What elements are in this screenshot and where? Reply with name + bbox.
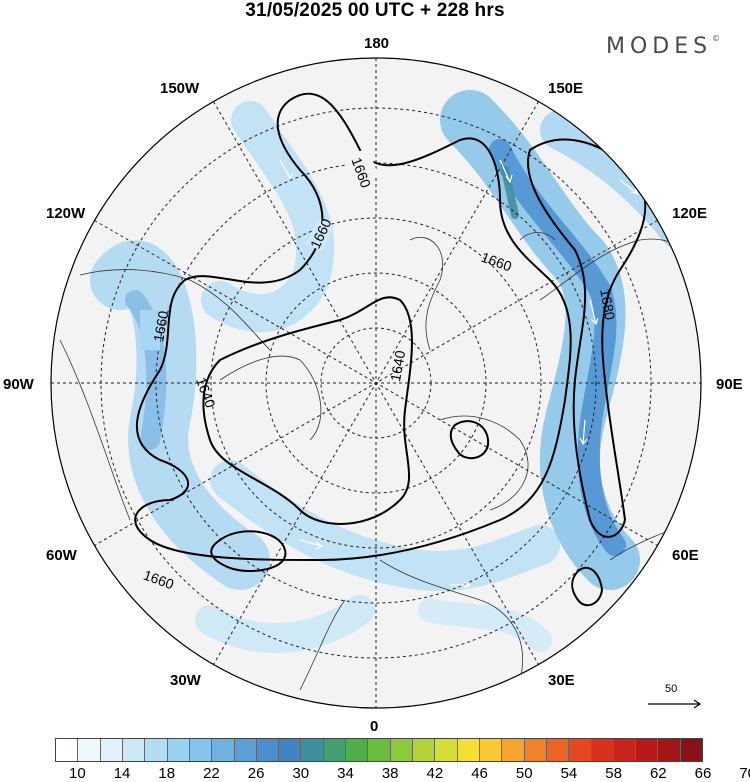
wind-arrow bbox=[589, 299, 599, 326]
coast-europe bbox=[379, 559, 523, 681]
colorbar-swatch bbox=[189, 739, 213, 761]
contour-1660-main bbox=[134, 92, 572, 562]
colorbar-swatch bbox=[502, 739, 525, 761]
coast-canada bbox=[219, 355, 322, 441]
meridian-120e-60w bbox=[94, 220, 658, 546]
wind-arrow bbox=[579, 419, 588, 446]
copyright-mark: © bbox=[712, 34, 721, 43]
colorbar-swatch bbox=[457, 739, 480, 761]
colorbar-tick: 46 bbox=[471, 765, 488, 782]
colorbar-tick: 54 bbox=[560, 765, 578, 782]
coast-novaya bbox=[519, 232, 556, 241]
label-0: 0 bbox=[370, 718, 379, 735]
colorbar-swatch bbox=[613, 739, 637, 761]
label-30w: 30W bbox=[170, 672, 201, 689]
colorbar-ticks: 10 14 18 22 26 30 34 38 42 46 50 54 58 62 66 70 bbox=[55, 765, 750, 782]
colorbar-swatch bbox=[591, 739, 614, 761]
label-120w: 120W bbox=[46, 205, 86, 222]
label-30e: 30E bbox=[548, 672, 575, 689]
colorbar-tick: 58 bbox=[605, 765, 622, 782]
colorbar-swatch bbox=[234, 739, 257, 761]
wind-arrow bbox=[450, 581, 472, 589]
coast-scandinavia bbox=[439, 415, 529, 511]
label-180: 180 bbox=[364, 35, 390, 52]
wind-arrow bbox=[299, 539, 324, 550]
colorbar-swatch bbox=[435, 739, 458, 761]
colorbar-swatch bbox=[546, 739, 570, 761]
colorbar-tick: 26 bbox=[247, 765, 265, 782]
wind-arrow bbox=[499, 159, 513, 184]
colorbar-swatch bbox=[301, 739, 324, 761]
contour-1660-small bbox=[210, 530, 287, 572]
contour-label: 1680 bbox=[597, 288, 618, 322]
colorbar bbox=[55, 738, 703, 762]
label-150w: 150W bbox=[160, 80, 200, 97]
logo-text: MODES bbox=[606, 34, 713, 59]
vector-reference-arrow bbox=[648, 699, 702, 709]
colorbar-swatch bbox=[479, 739, 503, 761]
colorbar-swatch bbox=[636, 739, 659, 761]
colorbar-tick: 10 bbox=[69, 765, 86, 782]
colorbar-swatch bbox=[368, 739, 391, 761]
graticule bbox=[51, 58, 701, 708]
colorbar-tick: 62 bbox=[649, 765, 667, 782]
colorbar-tick: 70 bbox=[739, 765, 750, 782]
colorbar-swatch bbox=[100, 739, 123, 761]
colorbar-swatch bbox=[346, 739, 369, 761]
label-90w: 90W bbox=[3, 376, 34, 393]
label-120e: 120E bbox=[672, 205, 708, 222]
colorbar-tick: 50 bbox=[515, 765, 533, 782]
colorbar-tick: 42 bbox=[426, 765, 444, 782]
colorbar-swatch bbox=[680, 739, 703, 761]
label-60w: 60W bbox=[46, 547, 77, 564]
contour-label: 1660 bbox=[150, 309, 171, 343]
colorbar-swatch bbox=[256, 739, 280, 761]
colorbar-swatch bbox=[122, 739, 146, 761]
coast-north-america bbox=[79, 269, 271, 351]
jet-southwest bbox=[195, 595, 375, 654]
jet-northwest bbox=[201, 101, 335, 332]
colorbar-swatch bbox=[167, 739, 190, 761]
colorbar-swatch bbox=[279, 739, 302, 761]
colorbar-tick: 38 bbox=[381, 765, 399, 782]
contour-label: 1640 bbox=[387, 349, 408, 383]
modes-logo: MODES© bbox=[606, 34, 720, 59]
coast-west bbox=[59, 339, 131, 521]
colorbar-tick: 30 bbox=[292, 765, 310, 782]
contour-1640 bbox=[202, 296, 413, 525]
jet-east-core bbox=[489, 139, 626, 556]
colorbar-swatch bbox=[323, 739, 347, 761]
colorbar-swatch bbox=[390, 739, 413, 761]
vector-reference-label: 50 bbox=[665, 683, 678, 695]
lat-circle-60 bbox=[210, 217, 542, 549]
coastlines bbox=[59, 232, 701, 691]
coast-greenland bbox=[409, 237, 444, 351]
label-90e: 90E bbox=[716, 376, 743, 393]
label-60e: 60E bbox=[672, 547, 699, 564]
colorbar-tick: 18 bbox=[158, 765, 176, 782]
label-150e: 150E bbox=[548, 80, 584, 97]
colorbar-swatch bbox=[524, 739, 547, 761]
colorbar-swatch bbox=[569, 739, 592, 761]
contour-1640-small bbox=[449, 420, 490, 460]
jet-south-east bbox=[418, 598, 552, 652]
wind-arrow bbox=[279, 159, 294, 180]
coast-africa-west bbox=[299, 599, 346, 691]
colorbar-swatch bbox=[145, 739, 168, 761]
wind-arrow bbox=[619, 179, 640, 195]
colorbar-swatch bbox=[413, 739, 436, 761]
colorbar-swatch bbox=[56, 739, 79, 761]
colorbar-tick: 34 bbox=[337, 765, 354, 782]
colorbar-swatch bbox=[658, 739, 681, 761]
colorbar-tick: 22 bbox=[203, 765, 220, 782]
chart-title: 31/05/2025 00 UTC + 228 hrs bbox=[245, 0, 505, 21]
map-disk: 1660 1660 1660 1660 1640 1640 1660 1680 … bbox=[51, 58, 701, 708]
contour-low-east bbox=[571, 566, 604, 607]
colorbar-swatch bbox=[212, 739, 235, 761]
map-border bbox=[50, 57, 702, 709]
colorbar-tick: 66 bbox=[694, 765, 712, 782]
colorbar-tick: 14 bbox=[113, 765, 131, 782]
colorbar-swatch bbox=[78, 739, 101, 761]
